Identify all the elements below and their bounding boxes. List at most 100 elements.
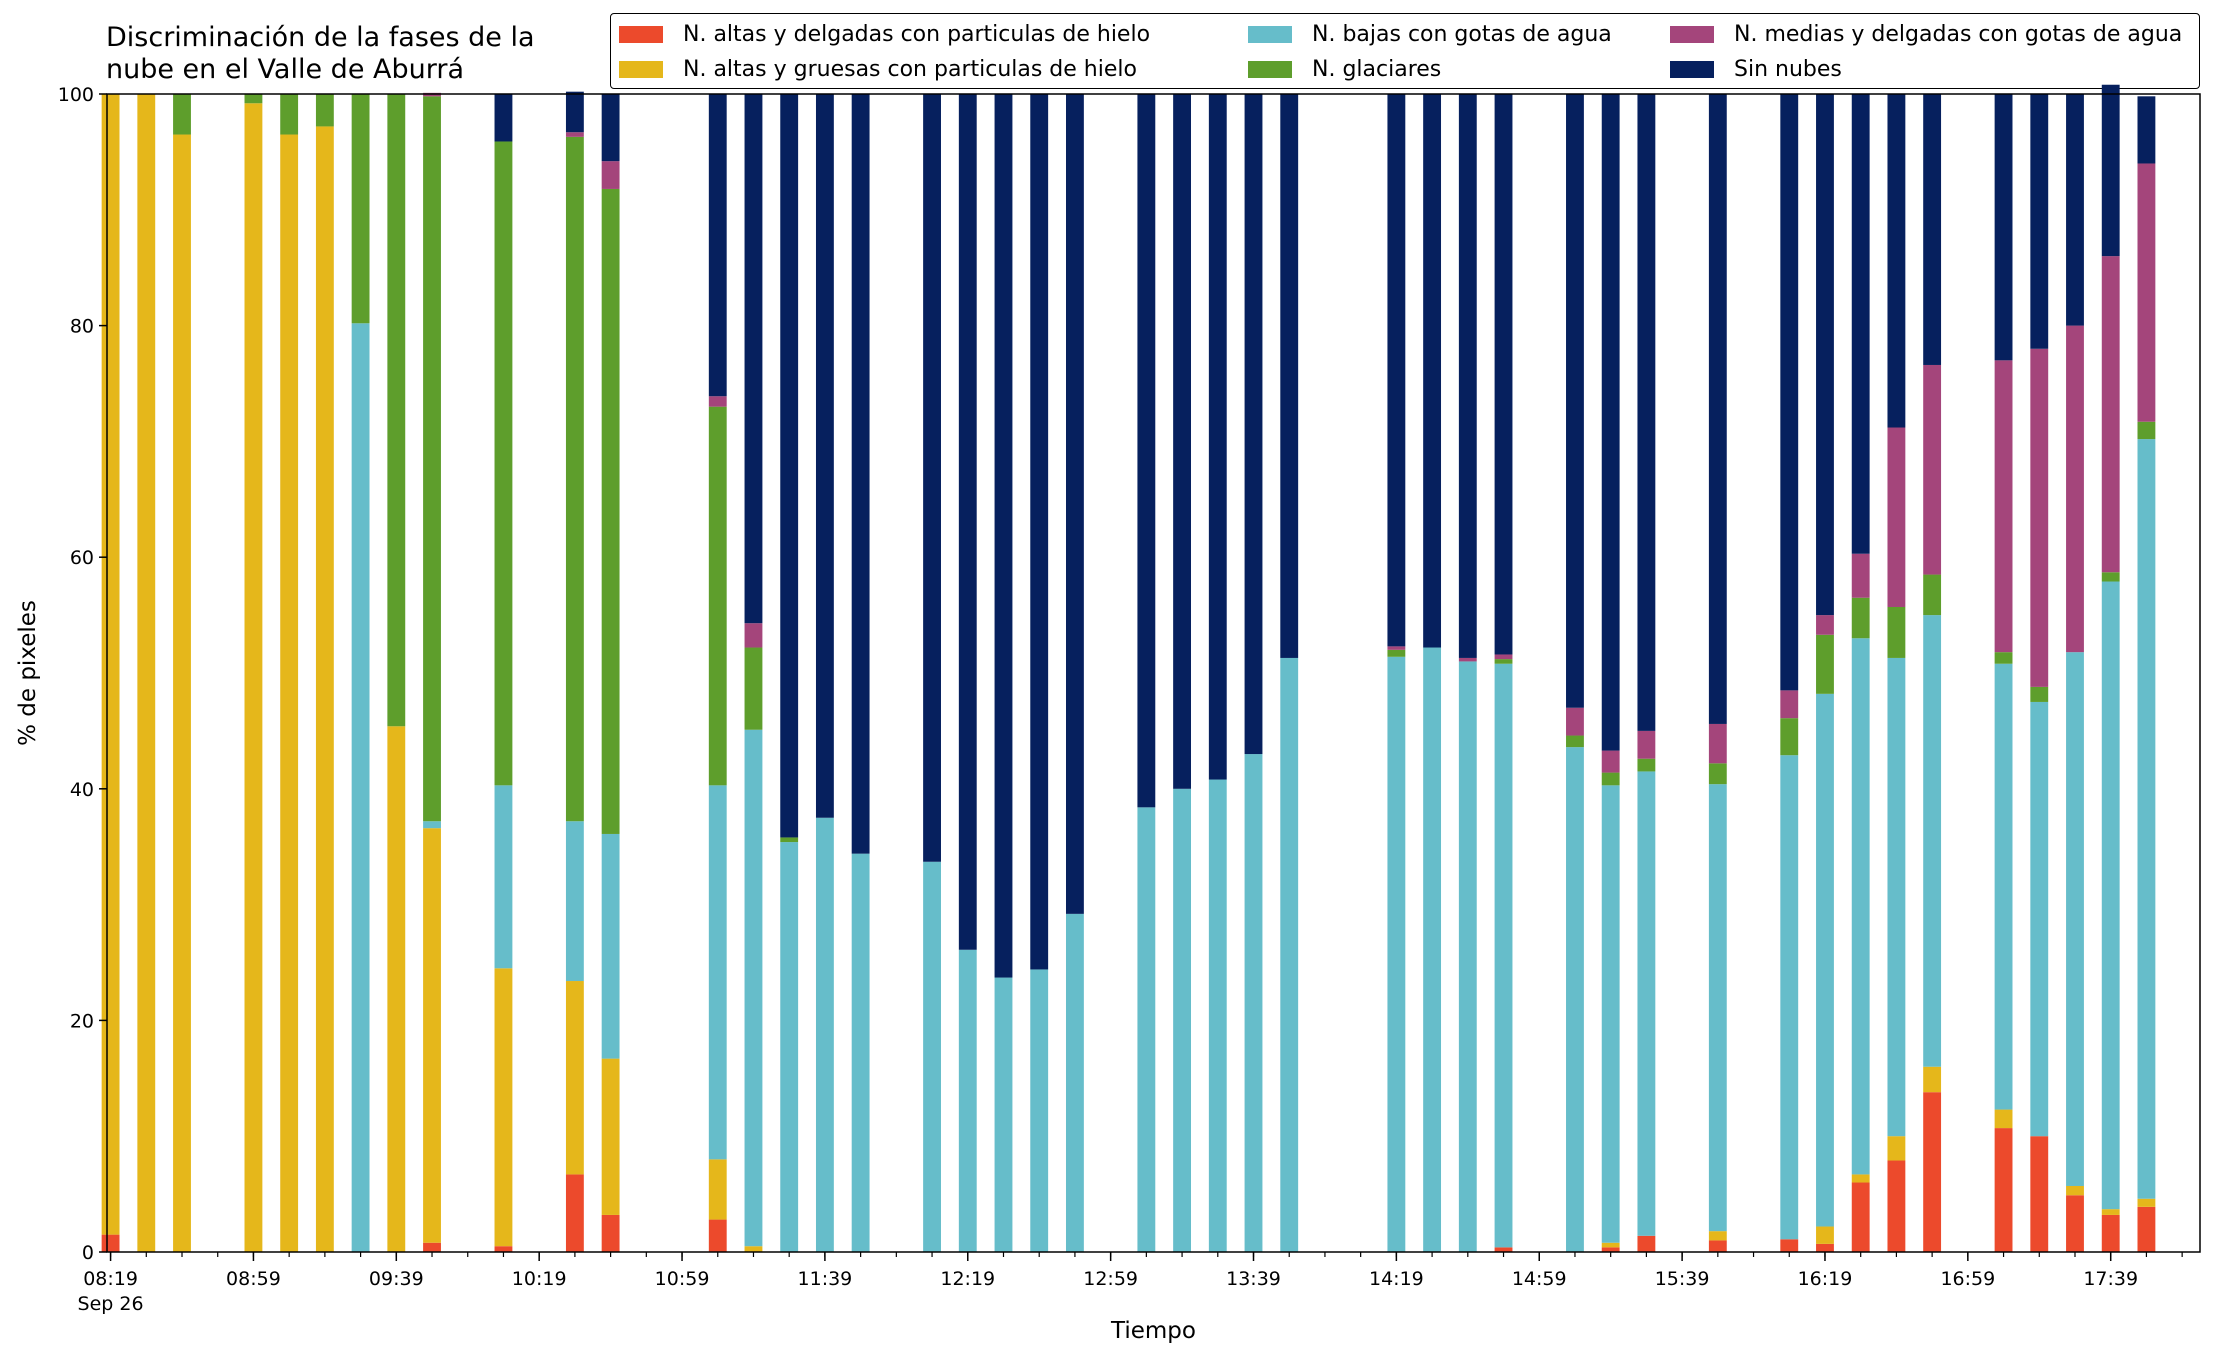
bar-segment bbox=[1387, 656, 1406, 1252]
bar-segment bbox=[1601, 785, 1620, 1243]
bar-segment bbox=[1708, 1231, 1727, 1241]
legend-item: N. altas y gruesas con particulas de hie… bbox=[619, 54, 1137, 84]
bar-segment bbox=[1387, 94, 1406, 647]
bar-segment bbox=[387, 94, 406, 727]
legend-swatch bbox=[619, 25, 663, 43]
bar-segment bbox=[1923, 574, 1942, 616]
bar-segment bbox=[2101, 1209, 2120, 1215]
bar-segment bbox=[815, 817, 834, 1252]
bar-segment bbox=[1601, 94, 1620, 751]
bar-segment bbox=[1851, 1174, 1870, 1183]
bar-segment bbox=[1494, 663, 1513, 1248]
bar-segment bbox=[923, 861, 941, 1252]
x-tick-label: 15:39 bbox=[1655, 1268, 1710, 1290]
bar-segment bbox=[601, 1214, 620, 1252]
legend-item: N. altas y delgadas con particulas de hi… bbox=[619, 19, 1150, 49]
bar-segment bbox=[2137, 439, 2156, 1199]
bar-segment bbox=[1887, 1160, 1906, 1252]
bar-segment bbox=[565, 132, 584, 137]
bar-segment bbox=[601, 161, 620, 189]
bar-segment bbox=[601, 833, 620, 1059]
bar-segment bbox=[494, 968, 513, 1247]
x-tick-label: 14:59 bbox=[1512, 1268, 1567, 1290]
x-tick-label: 12:59 bbox=[1083, 1268, 1138, 1290]
bar-segment bbox=[2030, 1136, 2049, 1252]
x-tick-label: 09:39 bbox=[369, 1268, 424, 1290]
bar-segment bbox=[1708, 784, 1727, 1232]
legend-label: N. bajas con gotas de agua bbox=[1312, 21, 1612, 47]
bar-segment bbox=[958, 949, 977, 1252]
bar-segment bbox=[1816, 693, 1834, 1227]
bar-segment bbox=[1208, 779, 1227, 1252]
legend-item: Sin nubes bbox=[1670, 54, 1842, 84]
plot-frame bbox=[106, 93, 2201, 1253]
bar-segment bbox=[1780, 755, 1799, 1240]
bar-segment bbox=[744, 623, 763, 648]
legend-label: N. glaciares bbox=[1312, 56, 1442, 82]
bar-segment bbox=[1780, 718, 1799, 756]
bar-segment bbox=[2030, 686, 2049, 702]
bar-segment bbox=[315, 126, 334, 1253]
bar-segment bbox=[1137, 94, 1156, 808]
y-axis-label: % de pixeles bbox=[15, 600, 41, 746]
bar-segment bbox=[1851, 553, 1870, 598]
bar-segment bbox=[2066, 652, 2084, 1186]
bar-segment bbox=[1387, 646, 1406, 650]
x-tick-label: 10:59 bbox=[655, 1268, 710, 1290]
bar-segment bbox=[315, 94, 334, 127]
bar-segment bbox=[1208, 94, 1227, 780]
bar-segment bbox=[851, 94, 870, 854]
bar-segment bbox=[1173, 94, 1192, 789]
legend-swatch bbox=[1670, 25, 1714, 43]
bar-segment bbox=[1851, 94, 1870, 554]
bar-segment bbox=[1494, 1247, 1513, 1252]
bar-segment bbox=[1923, 1066, 1942, 1093]
bar-segment bbox=[1887, 1136, 1906, 1161]
bar-segment bbox=[1708, 1240, 1727, 1252]
x-tick-label: 10:19 bbox=[512, 1268, 567, 1290]
bar-segment bbox=[1887, 606, 1906, 658]
bar-segment bbox=[1458, 661, 1477, 1252]
bar-segment bbox=[2101, 84, 2120, 257]
x-tick-label: 08:19 bbox=[83, 1268, 138, 1290]
bar-segment bbox=[601, 1058, 620, 1215]
bar-segment bbox=[2137, 1198, 2156, 1207]
bar-segment bbox=[1601, 1242, 1620, 1248]
bar-segment bbox=[1566, 94, 1584, 708]
bar-segment bbox=[923, 94, 941, 862]
bar-segment bbox=[565, 91, 584, 133]
bar-segment bbox=[708, 785, 727, 1160]
bar-segment bbox=[744, 94, 763, 624]
bar-segment bbox=[494, 1246, 513, 1252]
bar-segment bbox=[1494, 94, 1513, 655]
bar-segment bbox=[815, 94, 834, 818]
chart-legend: N. altas y delgadas con particulas de hi… bbox=[610, 13, 2200, 89]
bar-segment bbox=[2030, 701, 2049, 1137]
x-tick-label: 12:19 bbox=[940, 1268, 995, 1290]
legend-item: N. glaciares bbox=[1248, 54, 1441, 84]
bar-segment bbox=[1816, 1226, 1834, 1244]
bar-segment bbox=[2137, 1206, 2156, 1252]
bar-segment bbox=[1780, 1239, 1799, 1252]
legend-label: Sin nubes bbox=[1734, 56, 1842, 82]
bar-segment bbox=[1887, 94, 1906, 428]
bar-segment bbox=[1566, 707, 1584, 736]
bar-segment bbox=[2101, 1214, 2120, 1252]
bar-segment bbox=[2101, 581, 2120, 1210]
bar-segment bbox=[2066, 325, 2084, 653]
bar-segment bbox=[1637, 1235, 1656, 1252]
bar-segment bbox=[244, 103, 263, 1252]
bar-segment bbox=[1708, 763, 1727, 785]
bar-segment bbox=[2101, 572, 2120, 582]
bar-segment bbox=[423, 96, 441, 822]
bar-segment bbox=[1458, 657, 1477, 662]
bar-segment bbox=[1601, 772, 1620, 786]
bar-segment bbox=[1923, 364, 1942, 575]
bar-segment bbox=[1708, 94, 1727, 724]
y-tick-label: 60 bbox=[70, 547, 94, 569]
bar-segment bbox=[2101, 256, 2120, 573]
bar-segment bbox=[244, 94, 263, 104]
chart-title: Discriminación de la fases de la nube en… bbox=[106, 22, 535, 85]
bar-segment bbox=[351, 323, 370, 1252]
bar-segment bbox=[173, 94, 191, 135]
